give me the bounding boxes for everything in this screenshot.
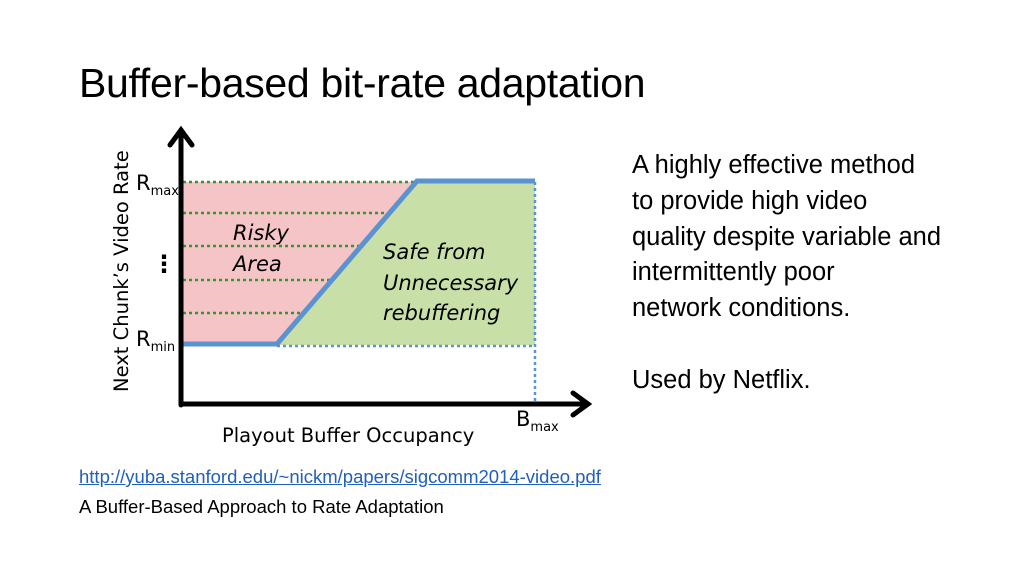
x-axis-label: Playout Buffer Occupancy bbox=[222, 424, 474, 447]
paper-link[interactable]: http://yuba.stanford.edu/~nickm/papers/s… bbox=[79, 466, 601, 487]
rmax-label: Rmax bbox=[136, 171, 179, 199]
description-line: quality despite variable and bbox=[632, 222, 942, 251]
description-line: network conditions. bbox=[632, 294, 851, 323]
safe-area-region bbox=[277, 182, 535, 345]
description-line: A highly effective method bbox=[632, 151, 916, 179]
spacer bbox=[632, 327, 1012, 363]
y-axis-label: Next Chunk’s Video Rate bbox=[110, 150, 133, 392]
rate-levels-ellipsis: ⋮ bbox=[152, 250, 176, 278]
netflix-note: Used by Netflix. bbox=[632, 365, 811, 394]
risky-area-region bbox=[183, 182, 417, 345]
axes bbox=[167, 125, 593, 418]
rate-map-line bbox=[183, 178, 535, 347]
slide-title: Buffer-based bit-rate adaptation bbox=[79, 60, 646, 106]
description-text: A highly effective method to provide hig… bbox=[632, 148, 1012, 399]
rate-level-lines bbox=[183, 180, 417, 315]
bmax-boundary bbox=[277, 182, 537, 403]
description-line: to provide high video bbox=[632, 186, 868, 215]
description-line: intermittently poor bbox=[632, 258, 835, 287]
safe-area-label: Safe from Unnecessary rebuffering bbox=[383, 240, 525, 325]
bmax-label: Bmax bbox=[516, 407, 559, 435]
risky-area-label: Risky Area bbox=[231, 221, 296, 276]
rmin-label: Rmin bbox=[136, 327, 175, 355]
paper-reference: A Buffer-Based Approach to Rate Adaptati… bbox=[79, 496, 444, 517]
buffer-rate-chart: Next Chunk’s Video Rate Rmax ⋮ Rmin Bmax… bbox=[110, 125, 593, 447]
